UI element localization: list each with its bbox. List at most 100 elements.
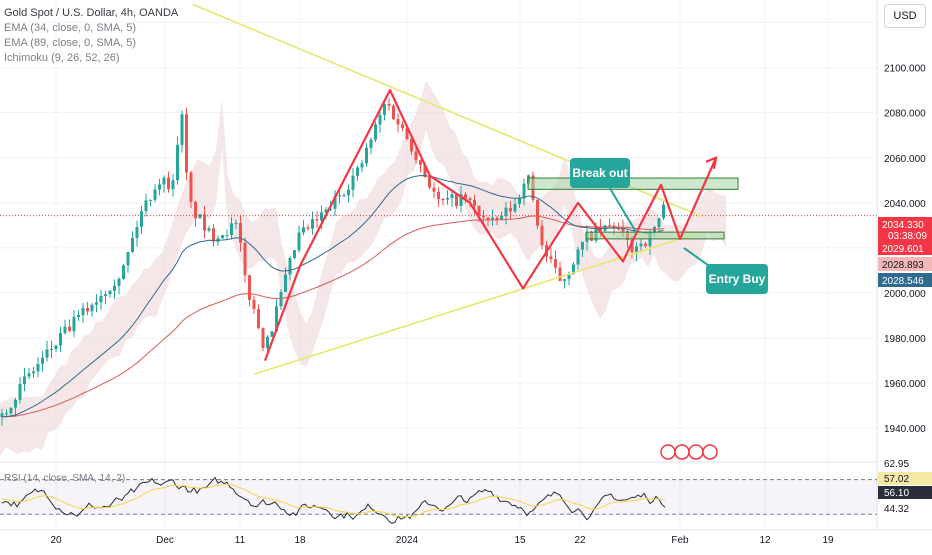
break-out-pointer	[607, 184, 637, 233]
candle-body	[81, 308, 85, 315]
cloud-band	[0, 80, 726, 457]
candle-body	[126, 251, 130, 266]
candle-body	[437, 191, 440, 199]
candle-body	[432, 187, 436, 192]
candle-body	[468, 198, 472, 200]
ichimoku-legend: Ichimoku (9, 26, 52, 26)	[4, 52, 120, 64]
candle-body	[45, 349, 49, 358]
rsi-value-box	[878, 502, 932, 515]
candle-body	[122, 265, 125, 279]
rsi-label: RSI (14, close, SMA, 14, 2)	[4, 473, 125, 484]
candle-body	[189, 172, 193, 202]
price-label-countdown: 03:38:09	[888, 231, 927, 242]
break-out-callout	[570, 158, 630, 188]
y-tick-label: 1980.000	[884, 334, 926, 345]
price-label-box	[878, 257, 932, 271]
candle-body	[144, 200, 148, 212]
candle-body	[275, 306, 278, 332]
candle-body	[446, 198, 449, 200]
candle-body	[36, 363, 40, 372]
candle-body	[549, 256, 553, 260]
candle-body	[162, 177, 166, 185]
candle-body	[302, 227, 305, 233]
candle-body	[509, 207, 512, 212]
candle-body	[32, 371, 35, 374]
triangle-lower-line	[254, 231, 702, 375]
x-tick-label: 15	[514, 535, 526, 546]
candle-body	[95, 302, 98, 305]
candle-body	[644, 243, 647, 247]
chart-legend: Gold Spot / U.S. Dollar, 4h, OANDA EMA (…	[4, 6, 178, 66]
candle-body	[167, 177, 170, 190]
candle-body	[486, 217, 490, 220]
candle-body	[176, 144, 179, 181]
supply-zone	[527, 177, 739, 190]
y-tick-label: 2080.000	[884, 109, 926, 120]
candle-body	[140, 211, 143, 228]
event-marker-icon	[660, 444, 676, 460]
candle-body	[387, 104, 391, 106]
candle-body	[621, 228, 625, 232]
candle-body	[405, 127, 409, 139]
candle-body	[203, 214, 206, 231]
candle-body	[18, 384, 22, 400]
y-tick-label: 1940.000	[884, 424, 926, 435]
candle-body	[617, 228, 620, 230]
rsi-value-label: 57.02	[884, 474, 909, 485]
rsi-value-label: 56.10	[884, 488, 909, 499]
candle-body	[68, 326, 71, 332]
x-tick-label: Dec	[156, 535, 174, 546]
candle-body	[630, 239, 634, 253]
x-tick-label: 2024	[396, 535, 419, 546]
rsi-value-box	[878, 486, 932, 499]
candle-body	[153, 189, 157, 200]
candle-body	[50, 349, 53, 351]
candle-body	[482, 215, 485, 218]
candle-body	[473, 199, 476, 206]
candle-body	[419, 160, 422, 165]
ema89-line	[1, 215, 664, 418]
candle-body	[351, 175, 355, 190]
y-tick-label: 1960.000	[884, 379, 926, 390]
candle-body	[572, 264, 575, 274]
x-tick-label: 18	[294, 535, 306, 546]
candle-body	[270, 331, 274, 337]
breakout-zone	[585, 231, 725, 240]
x-tick-label: 20	[50, 535, 62, 546]
candle-body	[455, 194, 458, 207]
candle-body	[374, 124, 377, 140]
candle-body	[522, 183, 526, 199]
rsi-value-label: 44.32	[884, 504, 909, 515]
candle-body	[243, 242, 247, 276]
candle-body	[198, 214, 202, 219]
ema34-line	[1, 175, 664, 418]
candle-body	[185, 114, 188, 173]
price-label-value: 2028.546	[882, 276, 924, 287]
candle-body	[207, 228, 211, 231]
candle-body	[491, 217, 494, 220]
candle-body	[536, 199, 539, 226]
candle-body	[365, 147, 368, 164]
candle-body	[86, 308, 89, 312]
candle-body	[41, 357, 44, 364]
candle-body	[477, 205, 481, 216]
candle-body	[396, 119, 400, 125]
candle-body	[135, 227, 139, 238]
price-label-box	[878, 241, 932, 255]
candle-body	[284, 274, 287, 292]
ema89-legend: EMA (89, close, 0, SMA, 5)	[4, 37, 137, 49]
candle-body	[441, 198, 445, 200]
candle-body	[23, 376, 26, 385]
zigzag-path	[263, 89, 718, 361]
candle-body	[77, 314, 80, 318]
candle-body	[194, 201, 197, 219]
x-tick-label: Feb	[671, 535, 689, 546]
candle-body	[635, 246, 638, 253]
symbol-title: Gold Spot / U.S. Dollar, 4h, OANDA	[4, 7, 179, 19]
currency-button[interactable]: USD	[884, 4, 926, 28]
x-tick-label: 11	[235, 535, 246, 546]
candle-body	[428, 176, 431, 188]
